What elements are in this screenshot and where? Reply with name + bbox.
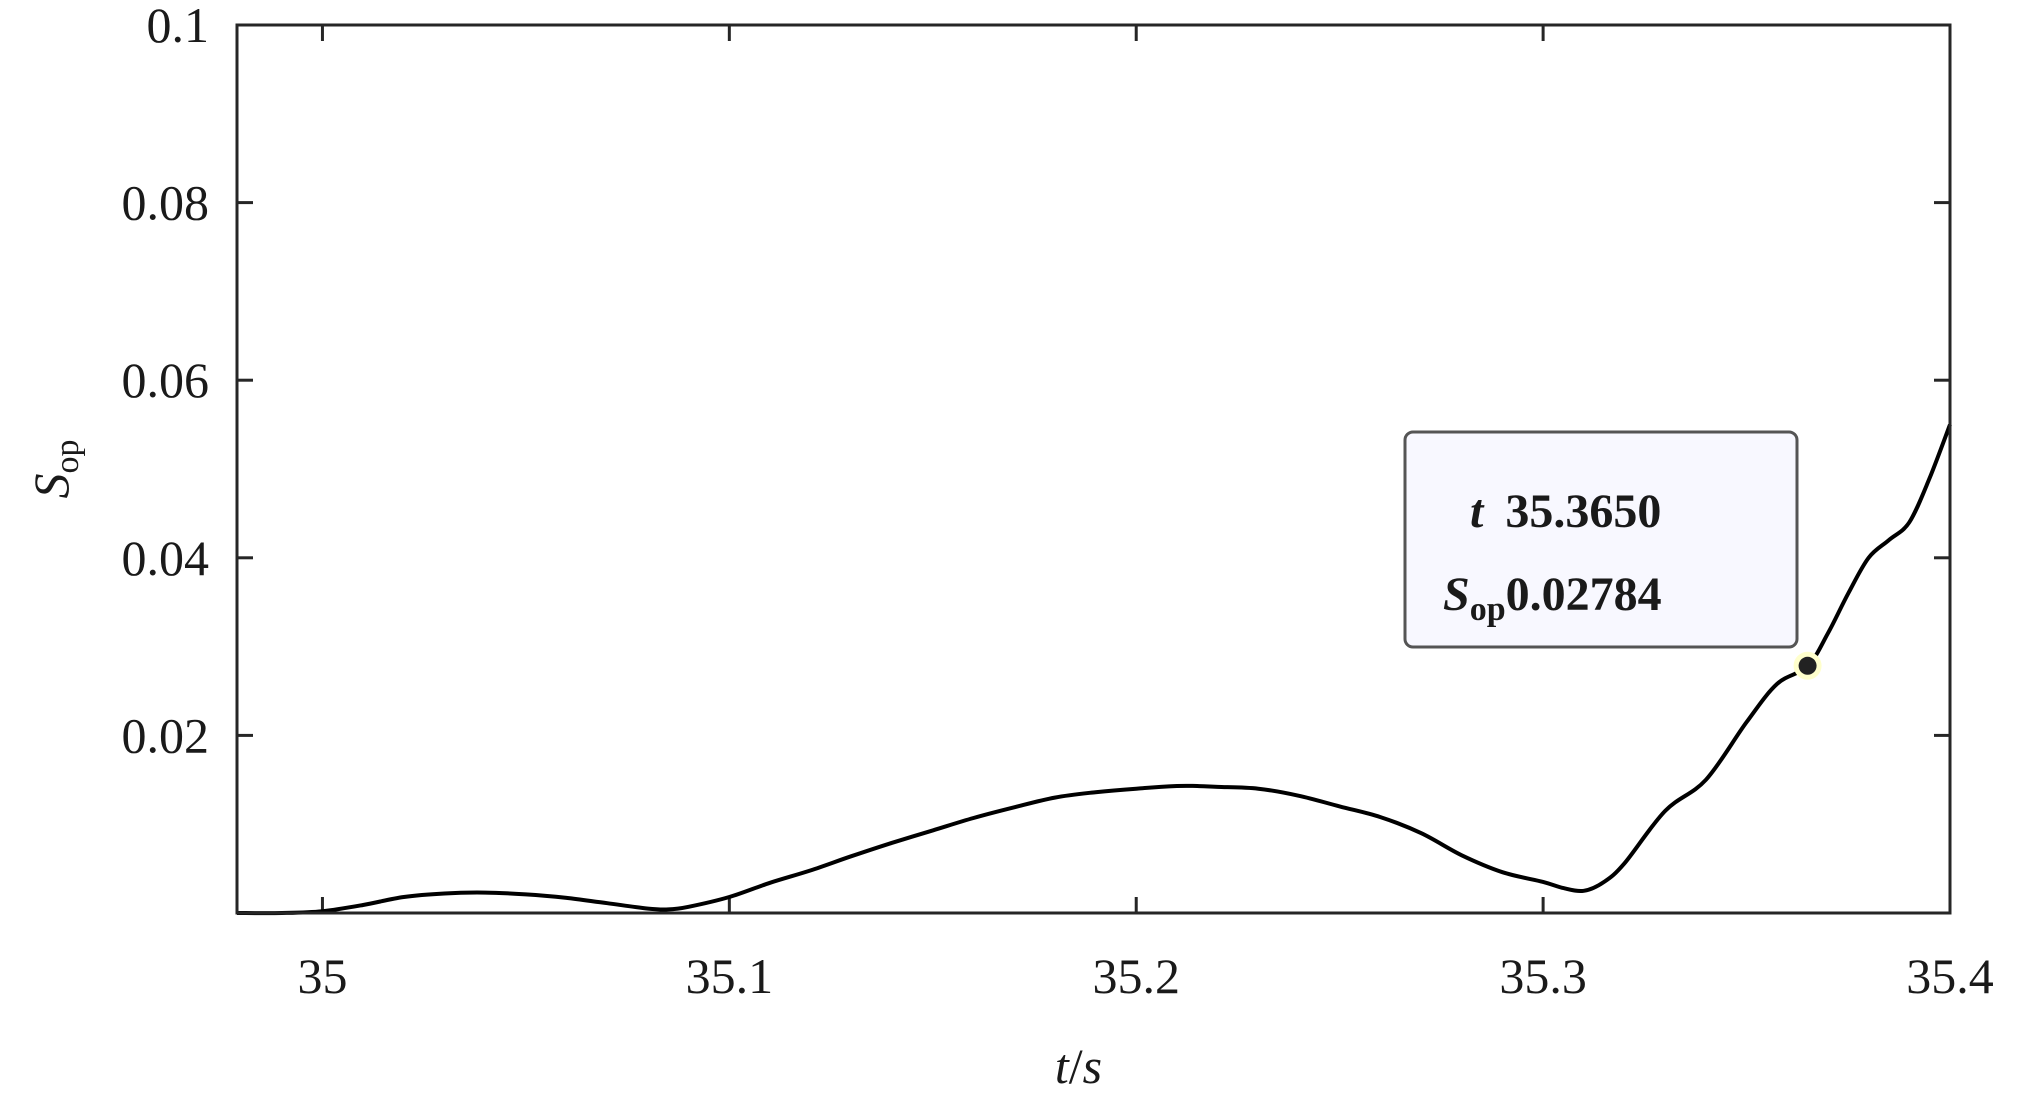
x-tick-label: 35.2	[1092, 948, 1180, 1004]
x-tick-label: 35.4	[1906, 948, 1994, 1004]
x-axis-label-unit: s	[1083, 1038, 1102, 1094]
x-axis-label: t/s	[1055, 1038, 1102, 1094]
x-tick-label: 35	[297, 948, 347, 1004]
y-tick-label: 0.1	[147, 0, 210, 53]
data-tip[interactable]: t 35.3650 Sop0.02784	[1403, 430, 1822, 680]
y-axis-label: Sop	[23, 440, 86, 499]
data-tip-x-label: t	[1470, 485, 1485, 538]
y-tick-label: 0.06	[122, 352, 210, 408]
data-tip-box	[1403, 430, 1799, 649]
data-tip-x-row: t 35.3650	[1470, 485, 1661, 538]
data-tip-y-label-main: S	[1443, 568, 1470, 621]
y-tick-label: 0.02	[122, 707, 210, 763]
x-axis-label-sep: /	[1069, 1038, 1083, 1094]
series-line	[236, 423, 1952, 916]
y-tick-label: 0.08	[122, 175, 210, 231]
x-tick-label: 35.3	[1499, 948, 1587, 1004]
y-axis-label-main: S	[23, 474, 79, 499]
tick-labels: 35 35.1 35.2 35.3 35.4 0.02 0.04 0.06 0.08 0.1	[122, 0, 1994, 1004]
data-tip-y-label-sub: op	[1470, 591, 1506, 628]
data-tip-y-row: Sop0.02784	[1443, 568, 1662, 628]
data-tip-y-value: 0.02784	[1506, 568, 1662, 621]
x-tick-label: 35.1	[686, 948, 774, 1004]
x-axis-label-var: t	[1055, 1038, 1070, 1094]
data-tip-marker[interactable]	[1798, 656, 1817, 675]
y-axis-label-sub: op	[49, 440, 86, 474]
plot-frame	[235, 23, 1952, 915]
data-tip-x-value: 35.3650	[1505, 485, 1661, 538]
y-tick-label: 0.04	[122, 530, 210, 586]
